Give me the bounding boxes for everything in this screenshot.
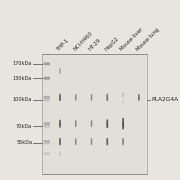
FancyBboxPatch shape <box>44 122 50 125</box>
FancyBboxPatch shape <box>45 99 49 101</box>
FancyBboxPatch shape <box>45 63 49 65</box>
FancyBboxPatch shape <box>91 94 92 101</box>
FancyBboxPatch shape <box>59 151 61 156</box>
FancyBboxPatch shape <box>59 122 60 126</box>
FancyBboxPatch shape <box>106 138 108 145</box>
Text: HT-29: HT-29 <box>88 37 102 52</box>
FancyBboxPatch shape <box>107 122 108 126</box>
Text: 130kDa: 130kDa <box>13 76 32 81</box>
FancyBboxPatch shape <box>44 141 50 144</box>
FancyBboxPatch shape <box>45 141 49 142</box>
FancyBboxPatch shape <box>44 98 50 101</box>
FancyBboxPatch shape <box>91 120 92 127</box>
FancyBboxPatch shape <box>45 142 49 144</box>
FancyBboxPatch shape <box>45 126 49 127</box>
Text: THP-1: THP-1 <box>56 37 71 52</box>
FancyBboxPatch shape <box>59 120 61 128</box>
FancyBboxPatch shape <box>122 92 124 98</box>
FancyBboxPatch shape <box>45 97 49 98</box>
FancyBboxPatch shape <box>138 94 140 101</box>
FancyBboxPatch shape <box>45 78 49 79</box>
FancyBboxPatch shape <box>91 138 92 145</box>
FancyBboxPatch shape <box>122 100 124 104</box>
FancyBboxPatch shape <box>122 118 124 129</box>
Text: 170kDa: 170kDa <box>13 61 32 66</box>
FancyBboxPatch shape <box>59 94 61 101</box>
Text: PLA2G4A: PLA2G4A <box>152 97 179 102</box>
FancyBboxPatch shape <box>44 125 50 127</box>
Text: Mouse lung: Mouse lung <box>135 27 160 52</box>
Text: NCI-H460: NCI-H460 <box>72 30 93 52</box>
FancyBboxPatch shape <box>107 96 108 100</box>
FancyBboxPatch shape <box>91 141 92 143</box>
Text: HepG2: HepG2 <box>104 35 120 52</box>
FancyBboxPatch shape <box>75 138 76 145</box>
Text: 70kDa: 70kDa <box>16 124 32 129</box>
FancyBboxPatch shape <box>44 77 50 80</box>
FancyBboxPatch shape <box>138 96 139 99</box>
FancyBboxPatch shape <box>44 152 50 155</box>
FancyBboxPatch shape <box>44 62 50 65</box>
Text: 100kDa: 100kDa <box>13 97 32 102</box>
FancyBboxPatch shape <box>75 123 76 126</box>
FancyBboxPatch shape <box>44 140 50 143</box>
Text: Mouse liver: Mouse liver <box>120 27 145 52</box>
FancyBboxPatch shape <box>59 68 61 74</box>
FancyBboxPatch shape <box>106 94 108 101</box>
FancyBboxPatch shape <box>91 96 92 99</box>
FancyBboxPatch shape <box>45 123 49 125</box>
Bar <box>42 54 147 174</box>
FancyBboxPatch shape <box>59 138 61 145</box>
FancyBboxPatch shape <box>59 140 60 144</box>
FancyBboxPatch shape <box>45 153 49 154</box>
FancyBboxPatch shape <box>122 138 124 145</box>
FancyBboxPatch shape <box>106 120 108 128</box>
FancyBboxPatch shape <box>91 123 92 126</box>
FancyBboxPatch shape <box>75 96 76 99</box>
FancyBboxPatch shape <box>107 140 108 144</box>
FancyBboxPatch shape <box>44 96 50 99</box>
FancyBboxPatch shape <box>75 141 76 143</box>
FancyBboxPatch shape <box>59 96 60 100</box>
Text: 55kDa: 55kDa <box>16 140 32 145</box>
FancyBboxPatch shape <box>59 70 60 73</box>
FancyBboxPatch shape <box>75 94 76 101</box>
FancyBboxPatch shape <box>75 120 76 127</box>
